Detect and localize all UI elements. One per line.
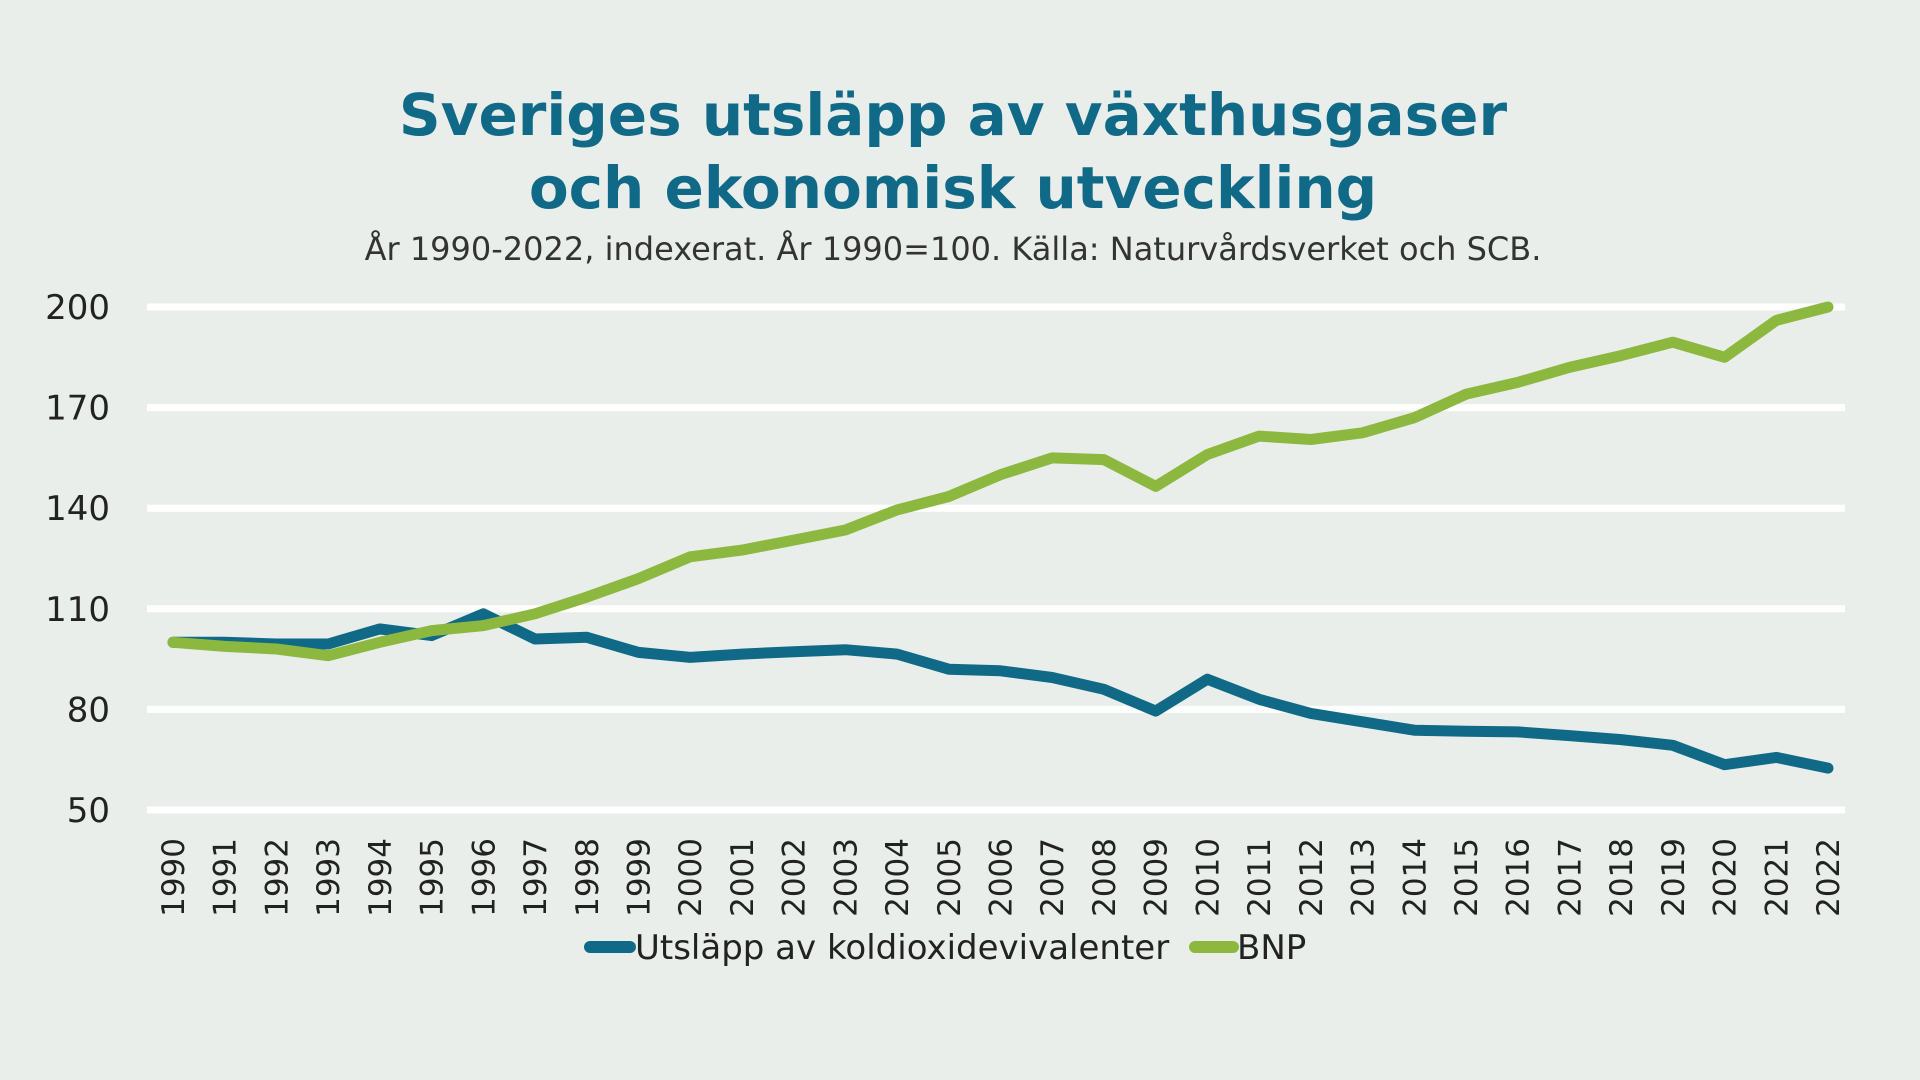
x-tick-label: 1990	[156, 838, 192, 917]
x-tick-label: 2007	[1035, 838, 1071, 917]
x-tick-label: 2002	[777, 838, 813, 917]
x-tick-label: 2010	[1190, 838, 1226, 917]
x-tick-label: 1995	[415, 838, 451, 917]
x-tick-label: 2022	[1811, 838, 1847, 917]
y-axis-ticks: 200 170 140 110 80 50	[45, 288, 110, 831]
legend: Utsläpp av koldioxidevivalenter BNP	[584, 928, 1306, 968]
x-tick-label: 2006	[984, 838, 1020, 917]
x-tick-label: 1998	[570, 838, 606, 917]
chart-subtitle: År 1990-2022, indexerat. År 1990=100. Kä…	[365, 230, 1542, 268]
gridlines	[147, 303, 1845, 814]
x-tick-label: 2018	[1604, 838, 1640, 917]
series-line-bnp	[167, 301, 1834, 662]
x-tick-label: 2011	[1242, 838, 1278, 917]
x-tick-label: 2000	[673, 838, 709, 917]
y-tick-label: 140	[45, 489, 110, 529]
x-tick-label: 2005	[932, 838, 968, 917]
x-tick-label: 2003	[828, 838, 864, 917]
x-tick-label: 2016	[1501, 838, 1537, 917]
y-tick-label: 110	[45, 590, 110, 630]
x-axis-ticks: 1990 1991 1992 1993 1994 1995 1996 1997 1998 1999…	[156, 838, 1847, 917]
x-tick-label: 1999	[621, 838, 657, 917]
x-tick-label: 2019	[1656, 838, 1692, 917]
x-tick-label: 1994	[363, 838, 399, 917]
x-tick-label: 1997	[518, 838, 554, 917]
y-tick-label: 200	[45, 288, 110, 328]
x-tick-label: 1991	[208, 838, 244, 917]
x-tick-label: 2001	[725, 838, 761, 917]
x-tick-label: 2015	[1449, 838, 1485, 917]
chart-title-line-2: och ekonomisk utveckling	[529, 154, 1377, 222]
x-tick-label: 2013	[1346, 838, 1382, 917]
chart-title-line-1: Sveriges utsläpp av växthusgaser	[399, 81, 1508, 149]
x-tick-label: 2014	[1397, 838, 1433, 917]
x-tick-label: 1993	[311, 838, 347, 917]
legend-label: BNP	[1237, 928, 1306, 968]
x-tick-label: 2020	[1708, 838, 1744, 917]
x-tick-label: 2009	[1139, 838, 1175, 917]
legend-label: Utsläpp av koldioxidevivalenter	[635, 928, 1169, 968]
y-tick-label: 50	[67, 791, 110, 831]
series-lines	[167, 301, 1834, 774]
x-tick-label: 2008	[1087, 838, 1123, 917]
x-tick-label: 2021	[1759, 838, 1795, 917]
y-tick-label: 170	[45, 389, 110, 429]
x-tick-label: 1992	[259, 838, 295, 917]
y-tick-label: 80	[67, 690, 110, 730]
x-tick-label: 1996	[466, 838, 502, 917]
x-tick-label: 2017	[1552, 838, 1588, 917]
x-tick-label: 2012	[1294, 838, 1330, 917]
x-tick-label: 2004	[880, 838, 916, 917]
